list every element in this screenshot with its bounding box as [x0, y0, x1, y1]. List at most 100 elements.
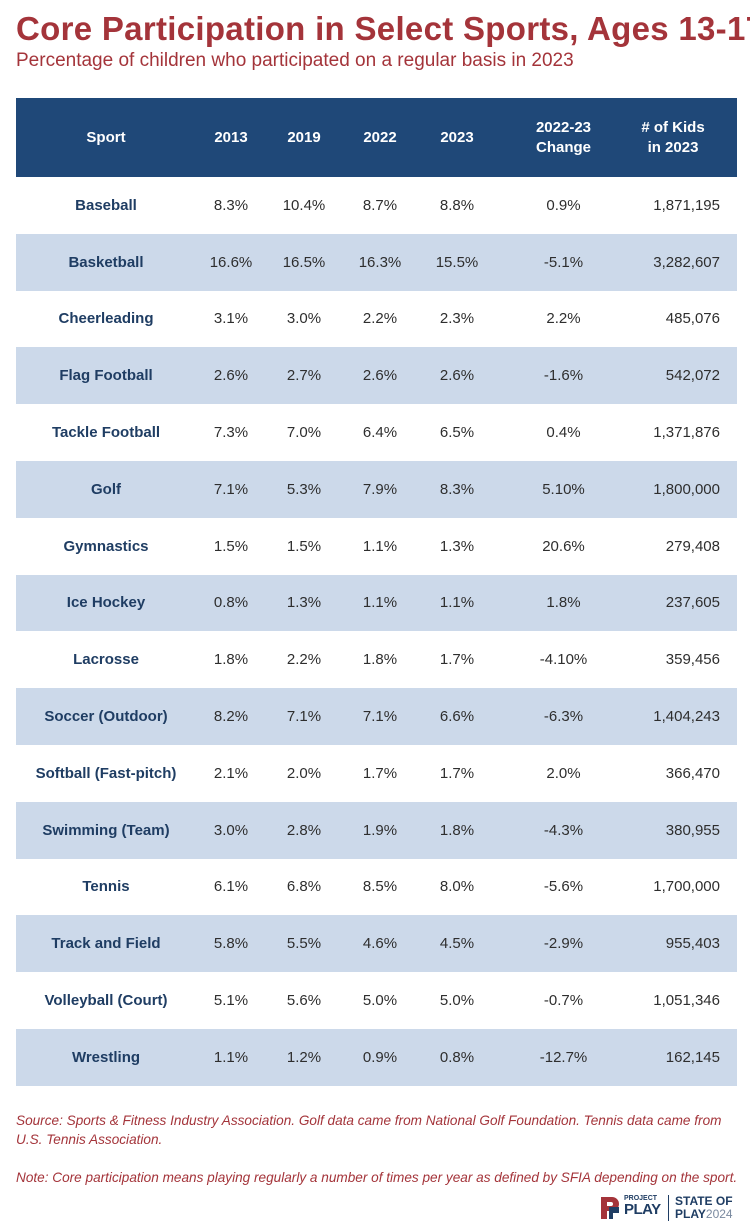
table-row: Tackle Football 7.3% 7.0% 6.4% 6.5% 0.4% 1,371…: [16, 404, 737, 461]
cell-kids: 1,051,346: [653, 992, 720, 1010]
cell-y2013: 1.5%: [213, 537, 249, 555]
logos: PROJECT PLAY STATE OF PLAY2024: [599, 1193, 739, 1223]
cell-y2019: 5.3%: [286, 480, 322, 498]
cell-sport: Lacrosse: [73, 651, 139, 669]
cell-change: 0.9%: [546, 196, 581, 214]
cell-y2013: 1.1%: [213, 1048, 249, 1066]
cell-y2023: 15.5%: [435, 253, 479, 271]
cell-sport: Ice Hockey: [66, 594, 146, 612]
column-header-line: # of Kids: [641, 118, 705, 136]
cell-change: -12.7%: [539, 1048, 588, 1066]
cell-y2023: 1.8%: [439, 821, 475, 839]
table-row: Softball (Fast-pitch) 2.1% 2.0% 1.7% 1.7% 2.0…: [16, 745, 737, 802]
logo-divider: [668, 1195, 669, 1221]
state-of-play-line2: PLAY: [675, 1207, 706, 1221]
table-row: Flag Football 2.6% 2.7% 2.6% 2.6% -1.6% 542,07…: [16, 347, 737, 405]
table-body: Baseball 8.3% 10.4% 8.7% 8.8% 0.9% 1,871,195 Ba…: [16, 177, 737, 1086]
cell-change: -0.7%: [543, 992, 584, 1010]
cell-y2022: 0.9%: [362, 1048, 398, 1066]
cell-y2023: 6.6%: [439, 708, 475, 726]
cell-y2022: 1.9%: [362, 821, 398, 839]
cell-y2013: 2.6%: [213, 367, 249, 385]
cell-kids: 1,700,000: [653, 878, 720, 896]
cell-change: -4.3%: [543, 821, 584, 839]
state-of-play-logo: STATE OF PLAY2024: [675, 1195, 733, 1221]
cell-y2022: 1.7%: [362, 764, 398, 782]
cell-y2019: 5.6%: [286, 992, 322, 1010]
column-header-kids: # of Kids in 2023: [626, 98, 720, 177]
cell-change: 5.10%: [542, 480, 585, 498]
cell-sport: Gymnastics: [63, 537, 149, 555]
cell-sport: Tackle Football: [51, 424, 161, 442]
cell-sport: Softball (Fast-pitch): [35, 764, 177, 782]
cell-y2013: 7.3%: [213, 424, 249, 442]
cell-y2022: 8.7%: [362, 196, 398, 214]
cell-sport: Golf: [91, 480, 121, 498]
cell-y2022: 2.2%: [362, 310, 398, 328]
column-header-y2019: 2019: [274, 98, 334, 177]
cell-y2019: 2.2%: [286, 651, 322, 669]
table-row: Basketball 16.6% 16.5% 16.3% 15.5% -5.1% 3,282…: [16, 233, 737, 291]
cell-y2013: 8.2%: [213, 708, 249, 726]
table-row: Track and Field 5.8% 5.5% 4.6% 4.5% -2.9% 955,…: [16, 915, 737, 973]
cell-kids: 3,282,607: [653, 253, 720, 271]
cell-y2023: 2.6%: [439, 367, 475, 385]
column-header-y2023: 2023: [426, 98, 488, 177]
cell-kids: 279,408: [665, 537, 720, 555]
cell-y2013: 3.0%: [213, 821, 249, 839]
cell-y2022: 6.4%: [362, 424, 398, 442]
cell-y2013: 0.8%: [213, 594, 249, 612]
cell-y2013: 5.8%: [213, 935, 249, 953]
cell-y2023: 4.5%: [439, 935, 475, 953]
table-row: Soccer (Outdoor) 8.2% 7.1% 7.1% 6.6% -6.3% 1,4…: [16, 688, 737, 745]
project-play-logo-icon: [601, 1197, 619, 1219]
column-header-line: 2023: [440, 128, 474, 146]
table-row: Cheerleading 3.1% 3.0% 2.2% 2.3% 2.2% 485,076: [16, 291, 737, 348]
column-header-line: Sport: [86, 128, 126, 146]
cell-y2013: 3.1%: [213, 310, 249, 328]
cell-y2022: 16.3%: [358, 253, 402, 271]
column-header-change: 2022-23 Change: [521, 98, 606, 177]
cell-sport: Soccer (Outdoor): [44, 708, 168, 726]
column-header-line: in 2023: [647, 138, 699, 156]
cell-y2019: 1.3%: [286, 594, 322, 612]
cell-kids: 485,076: [665, 310, 720, 328]
cell-y2023: 8.8%: [439, 196, 475, 214]
cell-y2013: 1.8%: [213, 651, 249, 669]
cell-y2022: 1.1%: [362, 537, 398, 555]
table-row: Tennis 6.1% 6.8% 8.5% 8.0% -5.6% 1,700,000: [16, 859, 737, 916]
cell-change: 1.8%: [546, 594, 581, 612]
table-row: Swimming (Team) 3.0% 2.8% 1.9% 1.8% -4.3% 380,…: [16, 801, 737, 859]
cell-change: -4.10%: [539, 651, 588, 669]
cell-sport: Flag Football: [59, 367, 153, 385]
state-of-play-year: 2024: [705, 1207, 733, 1221]
cell-sport: Swimming (Team): [42, 821, 170, 839]
definition-note: Note: Core participation means playing r…: [16, 1170, 738, 1185]
cell-kids: 380,955: [665, 821, 720, 839]
page-subtitle: Percentage of children who participated …: [16, 50, 574, 71]
cell-y2022: 5.0%: [362, 992, 398, 1010]
cell-change: 2.2%: [546, 310, 581, 328]
column-header-line: 2019: [287, 128, 321, 146]
cell-y2013: 8.3%: [213, 196, 249, 214]
cell-y2013: 7.1%: [213, 480, 249, 498]
cell-kids: 366,470: [665, 764, 720, 782]
participation-table: Sport 2013 2019 2022 2023 2022-23 Change # of K…: [16, 98, 737, 1086]
cell-y2019: 7.0%: [286, 424, 322, 442]
cell-sport: Basketball: [68, 253, 144, 271]
cell-change: 20.6%: [542, 537, 585, 555]
cell-y2019: 1.2%: [286, 1048, 322, 1066]
cell-change: -2.9%: [543, 935, 584, 953]
page-title: Core Participation in Select Sports, Age…: [16, 10, 750, 47]
cell-kids: 542,072: [665, 367, 720, 385]
source-note: Source: Sports & Fitness Industry Associ…: [16, 1113, 722, 1147]
column-header-sport: Sport: [16, 98, 196, 177]
cell-y2022: 4.6%: [362, 935, 398, 953]
table-row: Lacrosse 1.8% 2.2% 1.8% 1.7% -4.10% 359,456: [16, 631, 737, 688]
cell-change: -6.3%: [543, 708, 584, 726]
cell-y2019: 2.8%: [286, 821, 322, 839]
cell-sport: Track and Field: [51, 935, 161, 953]
cell-y2019: 16.5%: [282, 253, 326, 271]
cell-change: -5.1%: [543, 253, 584, 271]
cell-kids: 1,404,243: [653, 708, 720, 726]
